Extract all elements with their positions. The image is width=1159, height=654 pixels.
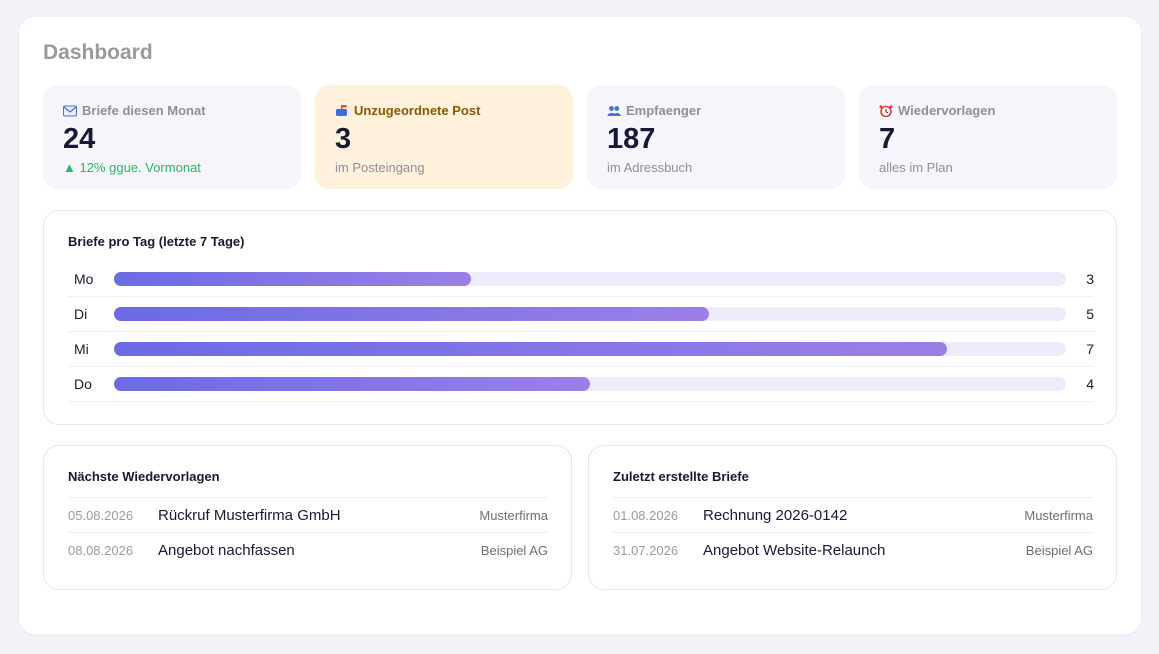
stat-value: 7: [879, 123, 896, 155]
bar-fill: [114, 272, 471, 286]
stat-trend: ▲ 12% ggue. Vormonat: [63, 160, 201, 175]
bar-fill: [114, 342, 947, 356]
followups-title: Nächste Wiedervorlagen: [68, 469, 220, 484]
bar-value: 5: [1086, 306, 1094, 322]
dashboard-panel: Dashboard Briefe diesen Monat 24 ▲ 12% g…: [19, 17, 1141, 634]
people-icon: [607, 105, 621, 116]
letter-contact: Musterfirma: [1024, 507, 1093, 523]
recent-letters-list: 01.08.2026 Rechnung 2026-0142 Musterfirm…: [613, 497, 1093, 568]
letter-contact: Beispiel AG: [1025, 543, 1093, 558]
followup-date: 08.08.2026: [68, 543, 134, 558]
stat-card-unassigned-mail[interactable]: Unzugeordnete Post 3 im Posteingang: [315, 85, 573, 189]
bar-track: [114, 307, 1066, 321]
bar-track: [114, 272, 1066, 286]
followup-subject: Angebot nachfassen: [158, 542, 295, 559]
e-mail-icon: [63, 105, 77, 116]
bar-value: 3: [1086, 271, 1094, 287]
letter-subject: Rechnung 2026-0142: [703, 506, 848, 524]
recent-letter-row[interactable]: 31.07.2026 Angebot Website-Relaunch Beis…: [613, 533, 1093, 568]
followup-subject: Rückruf Musterfirma GmbH: [158, 506, 341, 524]
stat-sub: im Adressbuch: [607, 160, 693, 175]
followup-contact: Beispiel AG: [480, 543, 548, 558]
letter-date: 01.08.2026: [613, 507, 679, 523]
chart-bars: Mo 3 Di 5 Mi 7 Do 4: [68, 262, 1094, 402]
stat-label: Briefe diesen Monat: [82, 103, 206, 118]
chart-title: Briefe pro Tag (letzte 7 Tage): [68, 234, 245, 249]
bar-label: Di: [74, 306, 88, 322]
bar-label: Mi: [74, 341, 89, 357]
bar-value: 4: [1086, 376, 1094, 392]
page-title: Dashboard: [43, 41, 153, 64]
stats-row: Briefe diesen Monat 24 ▲ 12% ggue. Vormo…: [43, 85, 1117, 189]
stat-value: 3: [335, 123, 352, 155]
stat-card-recipients[interactable]: Empfaenger 187 im Adressbuch: [587, 85, 845, 189]
stat-value: 187: [607, 123, 656, 155]
stat-label: Wiedervorlagen: [898, 103, 996, 118]
letter-subject: Angebot Website-Relaunch: [703, 542, 886, 559]
bar-track: [114, 342, 1066, 356]
recent-letters-card: Zuletzt erstellte Briefe 01.08.2026 Rech…: [588, 445, 1117, 590]
letters-per-day-chart: Briefe pro Tag (letzte 7 Tage) Mo 3 Di 5 Mi 7…: [43, 210, 1117, 425]
stat-sub: im Posteingang: [335, 160, 425, 175]
followup-row[interactable]: 08.08.2026 Angebot nachfassen Beispiel A…: [68, 533, 548, 568]
bar-row: Mo 3: [68, 262, 1094, 297]
alarm-clock-icon: [879, 104, 893, 117]
followup-contact: Musterfirma: [479, 507, 548, 523]
followups-card: Nächste Wiedervorlagen 05.08.2026 Rückru…: [43, 445, 572, 590]
bar-label: Mo: [74, 271, 94, 287]
bar-fill: [114, 307, 709, 321]
mailbox-icon: [336, 104, 347, 116]
followup-row[interactable]: 05.08.2026 Rückruf Musterfirma GmbH Must…: [68, 498, 548, 533]
stat-label: Unzugeordnete Post: [354, 103, 481, 118]
stat-card-followups[interactable]: Wiedervorlagen 7 alles im Plan: [859, 85, 1117, 189]
bar-value: 7: [1086, 341, 1094, 357]
bar-label: Do: [74, 376, 92, 392]
stat-sub: alles im Plan: [879, 160, 953, 175]
bar-fill: [114, 377, 590, 391]
stat-label: Empfaenger: [626, 103, 702, 118]
recent-letter-row[interactable]: 01.08.2026 Rechnung 2026-0142 Musterfirm…: [613, 498, 1093, 533]
bar-track: [114, 377, 1066, 391]
recent-letters-title: Zuletzt erstellte Briefe: [613, 469, 749, 484]
bar-row: Di 5: [68, 297, 1094, 332]
bar-row: Mi 7: [68, 332, 1094, 367]
stat-value: 24: [63, 123, 96, 155]
followups-list: 05.08.2026 Rückruf Musterfirma GmbH Must…: [68, 497, 548, 568]
followup-date: 05.08.2026: [68, 507, 134, 523]
letter-date: 31.07.2026: [613, 543, 679, 558]
stat-card-letters-month[interactable]: Briefe diesen Monat 24 ▲ 12% ggue. Vormo…: [43, 85, 301, 189]
bar-row: Do 4: [68, 367, 1094, 402]
